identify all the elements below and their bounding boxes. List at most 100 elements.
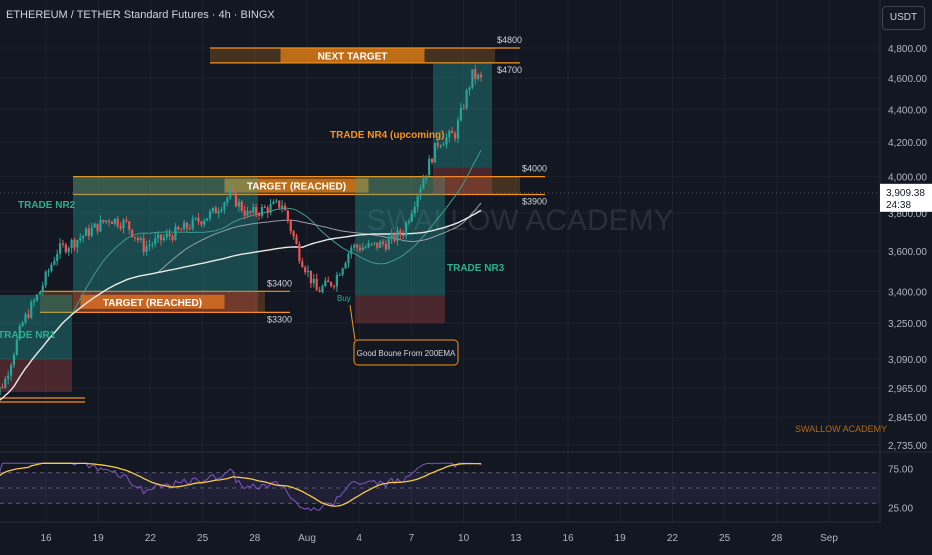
candle-body xyxy=(393,233,396,241)
price-tick-label: 3,400.00 xyxy=(888,287,927,298)
candle-body xyxy=(376,242,379,248)
candle-body xyxy=(387,238,390,250)
candle-body xyxy=(442,144,445,146)
candle-body xyxy=(33,300,36,303)
candle-body xyxy=(47,270,50,272)
candle-body xyxy=(206,218,209,221)
candle-body xyxy=(79,237,82,241)
labels: NEXT TARGET $4800 $4700 TARGET (REACHED) $40… xyxy=(0,35,880,366)
target-label-bg xyxy=(280,48,425,63)
candle-body xyxy=(353,244,356,248)
buy-marker: Buy xyxy=(337,294,351,303)
candle-body xyxy=(327,280,330,283)
callout-pointer xyxy=(349,304,356,341)
time-tick-label: 19 xyxy=(615,533,627,544)
candle-body xyxy=(56,253,59,261)
time-tick-label: 28 xyxy=(249,533,261,544)
candle-body xyxy=(151,244,154,246)
callout-box xyxy=(353,339,459,366)
candle-body xyxy=(330,282,333,286)
candle-body xyxy=(304,267,307,273)
last-price-value: 3,909.38 xyxy=(886,188,925,199)
time-tick-label: 25 xyxy=(197,533,209,544)
trade-label: TRADE NR1 xyxy=(0,330,56,341)
candle-body xyxy=(171,236,174,240)
candle-body xyxy=(454,133,457,139)
candle-body xyxy=(306,270,310,273)
candle-body xyxy=(255,207,258,215)
currency-unit-button[interactable]: USDT xyxy=(882,6,925,30)
candle-body xyxy=(422,179,425,189)
candle-body xyxy=(93,223,96,228)
candle-body xyxy=(168,233,171,237)
time-tick-label: 4 xyxy=(356,533,362,544)
candle-body xyxy=(275,200,278,202)
candle-body xyxy=(24,314,27,323)
candle-body xyxy=(231,189,235,193)
time-axis[interactable]: 16 19 22 25 28 Aug 4 7 10 13 16 19 22 25 28 Sep xyxy=(0,521,880,544)
ema-200-line xyxy=(0,209,482,401)
candle-body xyxy=(223,202,226,210)
candle-body xyxy=(272,201,275,205)
candle-body xyxy=(301,261,304,268)
target-upper-price: $4000 xyxy=(522,164,547,174)
candle-body xyxy=(413,206,416,214)
candle-body xyxy=(479,74,483,77)
candle-body xyxy=(87,228,91,237)
trade-profit-box xyxy=(433,62,492,168)
candle-body xyxy=(396,230,399,241)
candle-body xyxy=(148,245,151,247)
rsi-tick-label: 75.00 xyxy=(888,465,913,476)
candle-body xyxy=(260,206,264,216)
price-axis[interactable]: 4,800.00 4,600.00 4,400.00 4,200.00 4,000.00… xyxy=(879,0,932,522)
candle-body xyxy=(240,201,243,211)
candle-body xyxy=(208,211,212,219)
candle-body xyxy=(407,221,411,223)
watermark-small: SWALLOW ACADEMY xyxy=(795,424,887,434)
target-lower-price: $3300 xyxy=(267,314,292,324)
candle-body xyxy=(35,294,39,301)
price-tick-label: 3,250.00 xyxy=(888,319,927,330)
candle-body xyxy=(379,241,382,248)
candle-body xyxy=(321,286,324,293)
candle-body xyxy=(145,245,148,252)
candle-body xyxy=(133,236,137,238)
candle-body xyxy=(180,229,183,231)
time-tick-label: 13 xyxy=(510,533,522,544)
candle-body xyxy=(131,229,134,237)
trade-stop-box xyxy=(433,167,492,195)
candle-body xyxy=(113,218,116,225)
candle-body xyxy=(162,237,165,241)
candle-body xyxy=(0,387,1,396)
candle-body xyxy=(465,90,468,108)
candle-body xyxy=(292,231,295,237)
candle-body xyxy=(324,280,327,287)
candle-body xyxy=(41,285,44,292)
candle-body xyxy=(402,234,405,236)
time-tick-label: 22 xyxy=(145,533,157,544)
candle-body xyxy=(350,247,353,254)
candle-body xyxy=(283,205,287,211)
trade-label: TRADE NR4 (upcoming) xyxy=(330,130,444,141)
candle-body xyxy=(154,238,157,245)
candle-body xyxy=(15,339,18,355)
candle-body xyxy=(425,175,428,180)
candle-body xyxy=(139,238,142,241)
candle-body xyxy=(203,220,206,225)
candle-body xyxy=(263,206,266,208)
candle-body xyxy=(58,243,62,254)
trade-label: TRADE NR2 xyxy=(18,200,76,211)
time-tick-label: 10 xyxy=(458,533,470,544)
candle-body xyxy=(445,137,448,145)
candle-body xyxy=(436,142,439,146)
target-lower-price: $4700 xyxy=(497,65,522,75)
candle-body xyxy=(96,223,99,232)
candle-body xyxy=(471,69,474,88)
candle-body xyxy=(278,200,281,208)
candle-body xyxy=(361,247,364,251)
candle-body xyxy=(439,145,442,147)
candle-body xyxy=(367,243,370,248)
candle-body xyxy=(347,253,350,264)
candle-body xyxy=(289,220,292,232)
